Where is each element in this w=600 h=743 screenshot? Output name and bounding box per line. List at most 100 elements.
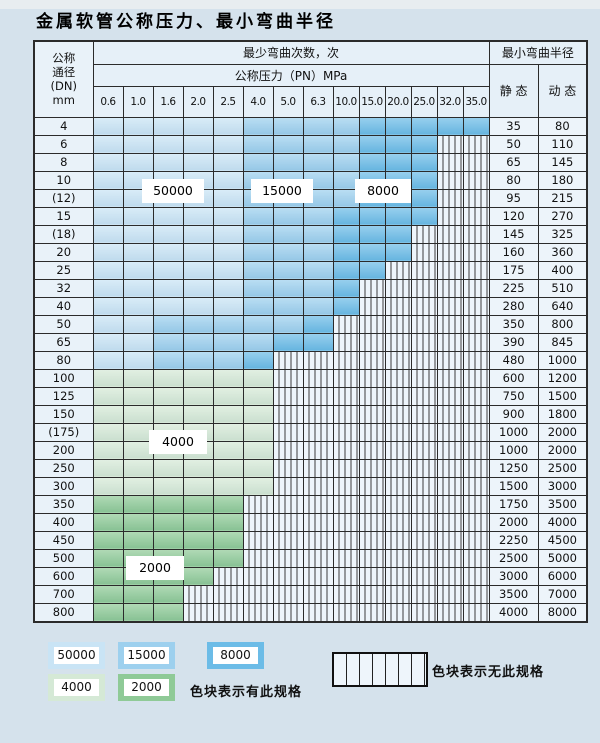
- spec-cell: [92, 116, 124, 136]
- spec-cell: [122, 350, 154, 370]
- spec-cell: [92, 602, 124, 622]
- no-spec-cell: [358, 440, 386, 460]
- spec-cell: [212, 440, 244, 460]
- table-row: 100 600 1200: [33, 368, 588, 388]
- no-spec-cell: [242, 530, 274, 550]
- spec-cell: [182, 260, 214, 280]
- no-spec-cell: [332, 602, 360, 622]
- no-spec-cell: [384, 584, 412, 604]
- no-spec-cell: [242, 566, 274, 586]
- spec-cell: [302, 332, 334, 352]
- dn-header-line2: 通径: [52, 65, 76, 80]
- dn-cell: 15: [33, 206, 94, 226]
- no-spec-cell: [212, 584, 244, 604]
- region-label-50000: 50000: [142, 179, 204, 203]
- no-spec-cell: [462, 584, 490, 604]
- no-spec-cell: [436, 566, 464, 586]
- spec-cell: [358, 224, 386, 244]
- spec-cell: [182, 512, 214, 532]
- no-spec-cell: [358, 548, 386, 568]
- dn-cell: 250: [33, 458, 94, 478]
- region-label-4000: 4000: [149, 430, 207, 454]
- no-spec-cell: [384, 548, 412, 568]
- dn-cell: (12): [33, 188, 94, 208]
- no-spec-cell: [462, 242, 490, 262]
- no-spec-cell: [384, 368, 412, 388]
- table-row: 4 35 80: [33, 116, 588, 136]
- no-spec-cell: [302, 494, 334, 514]
- no-spec-cell: [358, 494, 386, 514]
- no-spec-cell: [302, 602, 334, 622]
- spec-cell: [122, 206, 154, 226]
- no-spec-cell: [384, 422, 412, 442]
- no-spec-cell: [332, 440, 360, 460]
- spec-cell: [152, 404, 184, 424]
- no-spec-cell: [272, 566, 304, 586]
- no-spec-cell: [436, 476, 464, 496]
- region-label-15000: 15000: [251, 179, 313, 203]
- no-spec-cell: [332, 584, 360, 604]
- spec-cell: [302, 224, 334, 244]
- spec-cell: [302, 260, 334, 280]
- static-radius-cell: 900: [488, 404, 539, 424]
- page-title: 金属软管公称压力、最小弯曲半径: [36, 12, 336, 32]
- spec-cell: [212, 170, 244, 190]
- table-row: (18) 145 325: [33, 224, 588, 244]
- no-spec-cell: [358, 476, 386, 496]
- legend-swatch-50000: 50000: [48, 642, 105, 669]
- spec-cell: [182, 224, 214, 244]
- static-radius-cell: 1500: [488, 476, 539, 496]
- no-spec-cell: [332, 350, 360, 370]
- spec-cell: [152, 476, 184, 496]
- no-spec-cell: [302, 422, 334, 442]
- table-row: 200 1000 2000: [33, 440, 588, 460]
- no-spec-cell: [272, 440, 304, 460]
- spec-cell: [152, 242, 184, 262]
- spec-cell: [242, 242, 274, 262]
- spec-cell: [212, 476, 244, 496]
- no-spec-cell: [410, 476, 438, 496]
- spec-cell: [122, 602, 154, 622]
- static-radius-cell: 2250: [488, 530, 539, 550]
- spec-cell: [92, 296, 124, 316]
- dn-cell: 800: [33, 602, 94, 622]
- no-spec-cell: [436, 170, 464, 190]
- no-spec-cell: [212, 602, 244, 622]
- spec-cell: [152, 512, 184, 532]
- dn-cell: 10: [33, 170, 94, 190]
- no-spec-cell: [410, 296, 438, 316]
- dn-cell: 40: [33, 296, 94, 316]
- no-spec-cell: [462, 170, 490, 190]
- pressure-values-row: 0.6 1.0 1.6 2.0 2.5 4.0 5.0 6.3 10.0 15.0 20.0 25.0…: [34, 85, 587, 118]
- spec-cell: [92, 278, 124, 298]
- top-strip: [0, 0, 600, 9]
- spec-cell: [182, 476, 214, 496]
- spec-cell: [182, 206, 214, 226]
- table-row: 125 750 1500: [33, 386, 588, 406]
- dynamic-radius-cell: 800: [537, 314, 588, 334]
- static-radius-cell: 175: [488, 260, 539, 280]
- spec-cell: [358, 206, 386, 226]
- no-spec-cell: [272, 350, 304, 370]
- dynamic-radius-cell: 110: [537, 134, 588, 154]
- dn-cell: 100: [33, 368, 94, 388]
- spec-cell: [92, 548, 124, 568]
- no-spec-cell: [242, 548, 274, 568]
- no-spec-cell: [436, 602, 464, 622]
- static-radius-cell: 80: [488, 170, 539, 190]
- no-spec-cell: [410, 404, 438, 424]
- static-radius-cell: 50: [488, 134, 539, 154]
- table-row: 800 4000 8000: [33, 602, 588, 622]
- no-spec-cell: [358, 368, 386, 388]
- spec-cell: [122, 296, 154, 316]
- no-spec-cell: [410, 566, 438, 586]
- dn-cell: 32: [33, 278, 94, 298]
- no-spec-cell: [462, 422, 490, 442]
- static-radius-cell: 3000: [488, 566, 539, 586]
- spec-cell: [182, 404, 214, 424]
- dn-header-line1: 公称: [52, 51, 76, 66]
- no-spec-cell: [358, 350, 386, 370]
- spec-cell: [384, 116, 412, 136]
- dn-cell: 25: [33, 260, 94, 280]
- spec-cell: [302, 278, 334, 298]
